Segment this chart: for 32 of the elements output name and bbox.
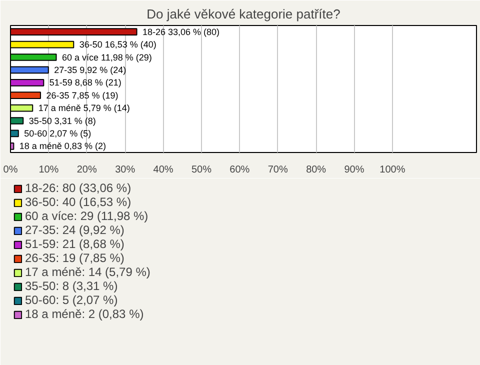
data-label: 18 a méně 0,83 % (2) (19, 141, 106, 152)
data-label: 18-26 33,06 % (80) (142, 26, 220, 37)
x-tick-label: 80% (306, 164, 326, 176)
legend-label: 36-50: 40 (16,53 %) (25, 195, 132, 209)
x-tick-label: 50% (191, 164, 212, 176)
data-label: 60 a více 11,98 % (29) (62, 52, 152, 62)
x-tick-label: 30% (115, 164, 136, 176)
legend-label: 60 a více: 29 (11,98 %) (25, 209, 148, 223)
data-label: 26-35 7,85 % (19) (46, 90, 118, 100)
data-label: 50-60 2,07 % (5) (24, 128, 92, 138)
legend-label: 35-50: 8 (3,31 %) (25, 279, 118, 293)
x-tick-label: 70% (268, 164, 288, 176)
data-label: 51-59 8,68 % (21) (49, 78, 122, 88)
data-label: 27-35 9,92 % (24) (54, 64, 126, 75)
x-tick-label: 0% (3, 164, 18, 176)
legend-label: 51-59: 21 (8,68 %) (25, 237, 124, 251)
x-tick-label: 10% (38, 164, 59, 176)
legend-label: 17 a méně: 14 (5,79 %) (25, 265, 150, 279)
x-tick-label: 60% (230, 164, 250, 176)
legend-label: 27-35: 24 (9,92 %) (25, 223, 124, 237)
legend-label: 18 a méně: 2 (0,83 %) (25, 307, 144, 321)
data-label: 35-50 3,31 % (8) (28, 116, 96, 126)
chart-title: Do jaké věkové kategorie patříte? (146, 6, 340, 22)
data-label: 17 a méně 5,79 % (14) (38, 103, 130, 114)
x-tick-label: 40% (153, 164, 174, 176)
x-tick-label: 90% (344, 164, 364, 176)
x-tick-label: 100% (380, 164, 406, 176)
legend-label: 26-35: 19 (7,85 %) (25, 251, 124, 265)
data-label: 36-50 16,53 % (40) (79, 40, 156, 50)
x-tick-label: 20% (76, 164, 98, 176)
legend-label: 18-26: 80 (33,06 %) (25, 181, 132, 195)
legend-label: 50-60: 5 (2,07 %) (25, 293, 118, 307)
